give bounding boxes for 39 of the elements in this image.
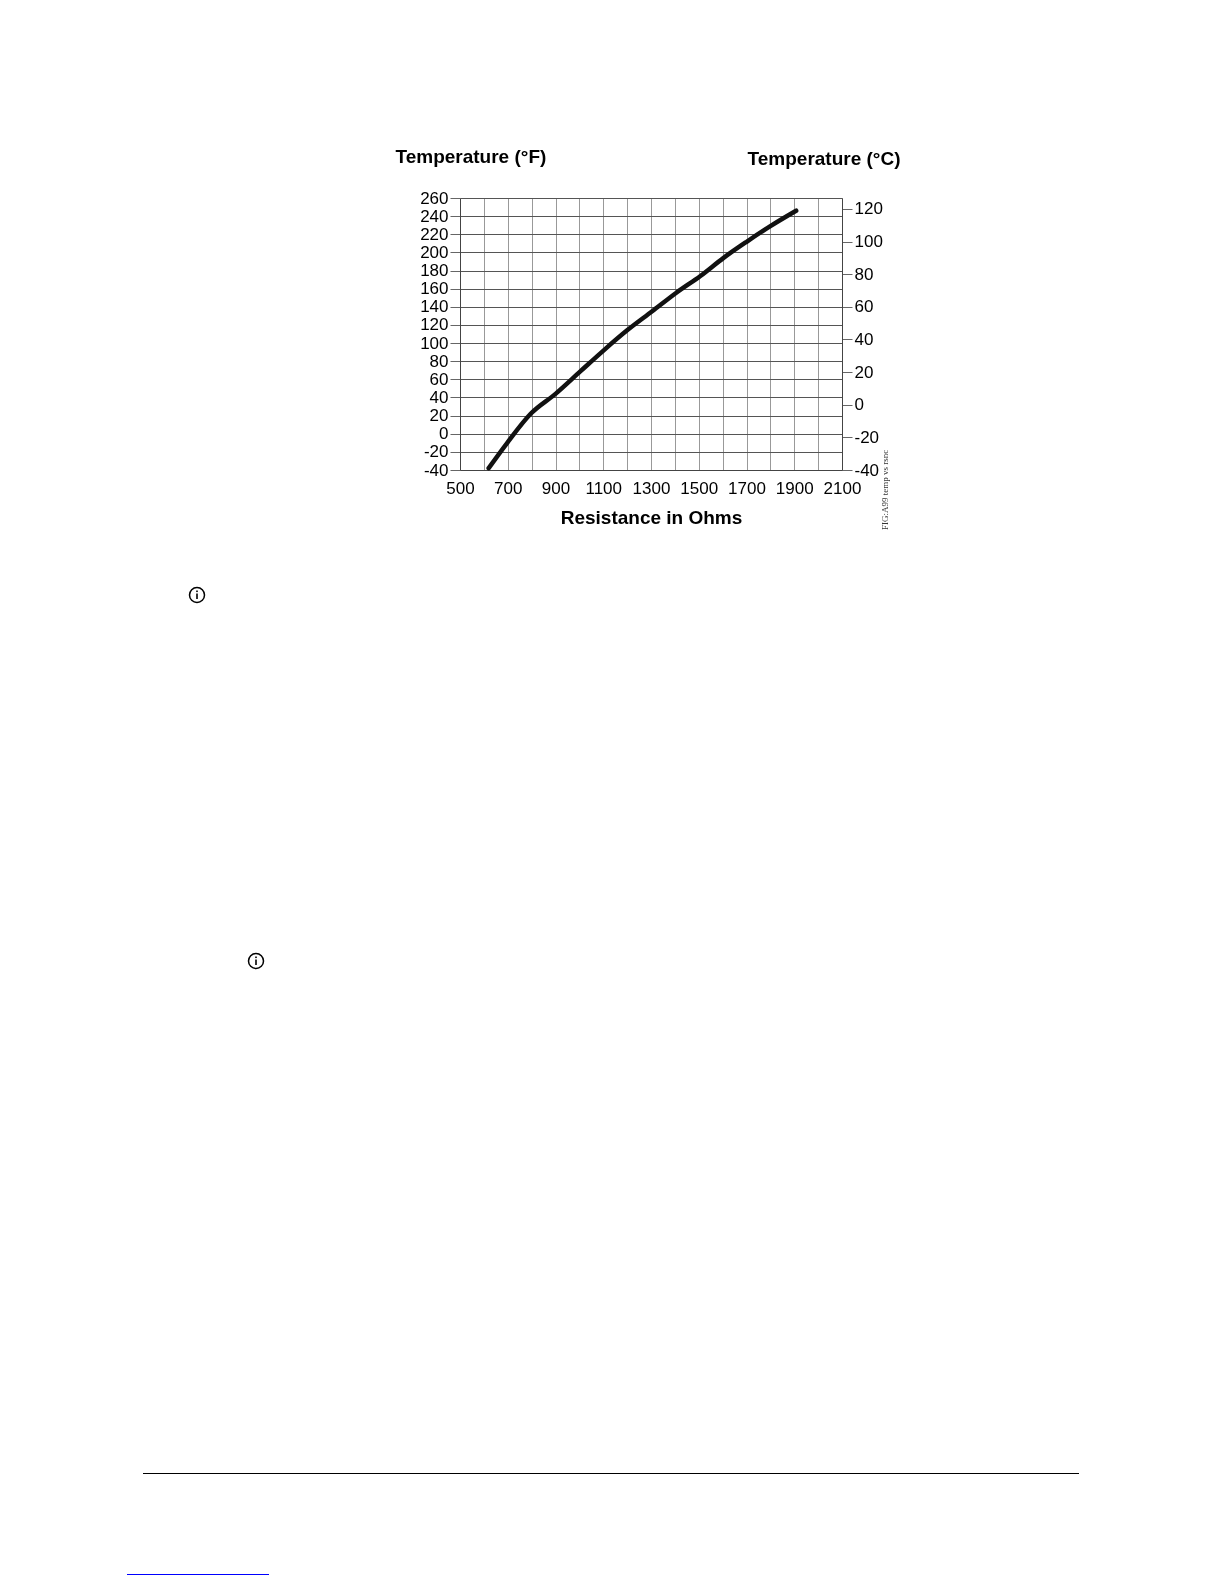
x-tick-label: 700 bbox=[494, 478, 523, 498]
y2-tick-label: 60 bbox=[854, 297, 874, 317]
y-tick-label: 200 bbox=[420, 242, 449, 262]
y-tick-label: 0 bbox=[439, 424, 449, 444]
x-tick-label: 1900 bbox=[775, 478, 814, 498]
x-tick-label: 1500 bbox=[680, 478, 719, 498]
y2-tick-label: 0 bbox=[854, 395, 864, 415]
y-tick-label: 20 bbox=[429, 406, 449, 426]
y-tick-label: 80 bbox=[429, 351, 449, 371]
y2-tick-label: -20 bbox=[854, 427, 880, 447]
y-axis-title: Temperature (°F) bbox=[395, 145, 547, 167]
y-tick-label: 60 bbox=[429, 369, 449, 389]
y2-axis-title: Temperature (°C) bbox=[747, 147, 901, 169]
x-tick-label: 500 bbox=[446, 478, 475, 498]
text: FIG:A99 temp vs rsnc bbox=[880, 449, 890, 530]
y-tick-label: 160 bbox=[420, 279, 449, 299]
x-tick-label: 2100 bbox=[823, 478, 862, 498]
y2-tick-label: -40 bbox=[854, 460, 880, 480]
x-tick-label: 900 bbox=[541, 478, 571, 498]
y-tick-label: -20 bbox=[423, 442, 449, 462]
y2-tick-label: 40 bbox=[854, 329, 874, 349]
y2-tick-label: 20 bbox=[854, 362, 874, 382]
y-tick-label: 180 bbox=[420, 261, 449, 281]
y-tick-label: 220 bbox=[420, 224, 449, 244]
y-tick-label: 260 bbox=[420, 188, 449, 208]
x-tick-label: 1100 bbox=[585, 478, 623, 498]
x-tick-label: 1700 bbox=[728, 478, 766, 498]
y-tick-label: 100 bbox=[420, 333, 449, 353]
y2-tick-label: 120 bbox=[854, 199, 883, 219]
line-series bbox=[486, 208, 799, 471]
y2-tick-label: 80 bbox=[854, 264, 874, 284]
y-tick-label: 40 bbox=[429, 387, 449, 407]
y-tick-label: 120 bbox=[420, 315, 449, 335]
y-tick-label: 140 bbox=[420, 297, 449, 317]
x-tick-label: 1300 bbox=[632, 478, 671, 498]
y-tick-label: -40 bbox=[423, 460, 449, 480]
y-tick-label: 240 bbox=[420, 206, 449, 226]
y2-tick-label: 100 bbox=[854, 232, 883, 252]
x-axis-title: Resistance in Ohms bbox=[560, 506, 743, 528]
